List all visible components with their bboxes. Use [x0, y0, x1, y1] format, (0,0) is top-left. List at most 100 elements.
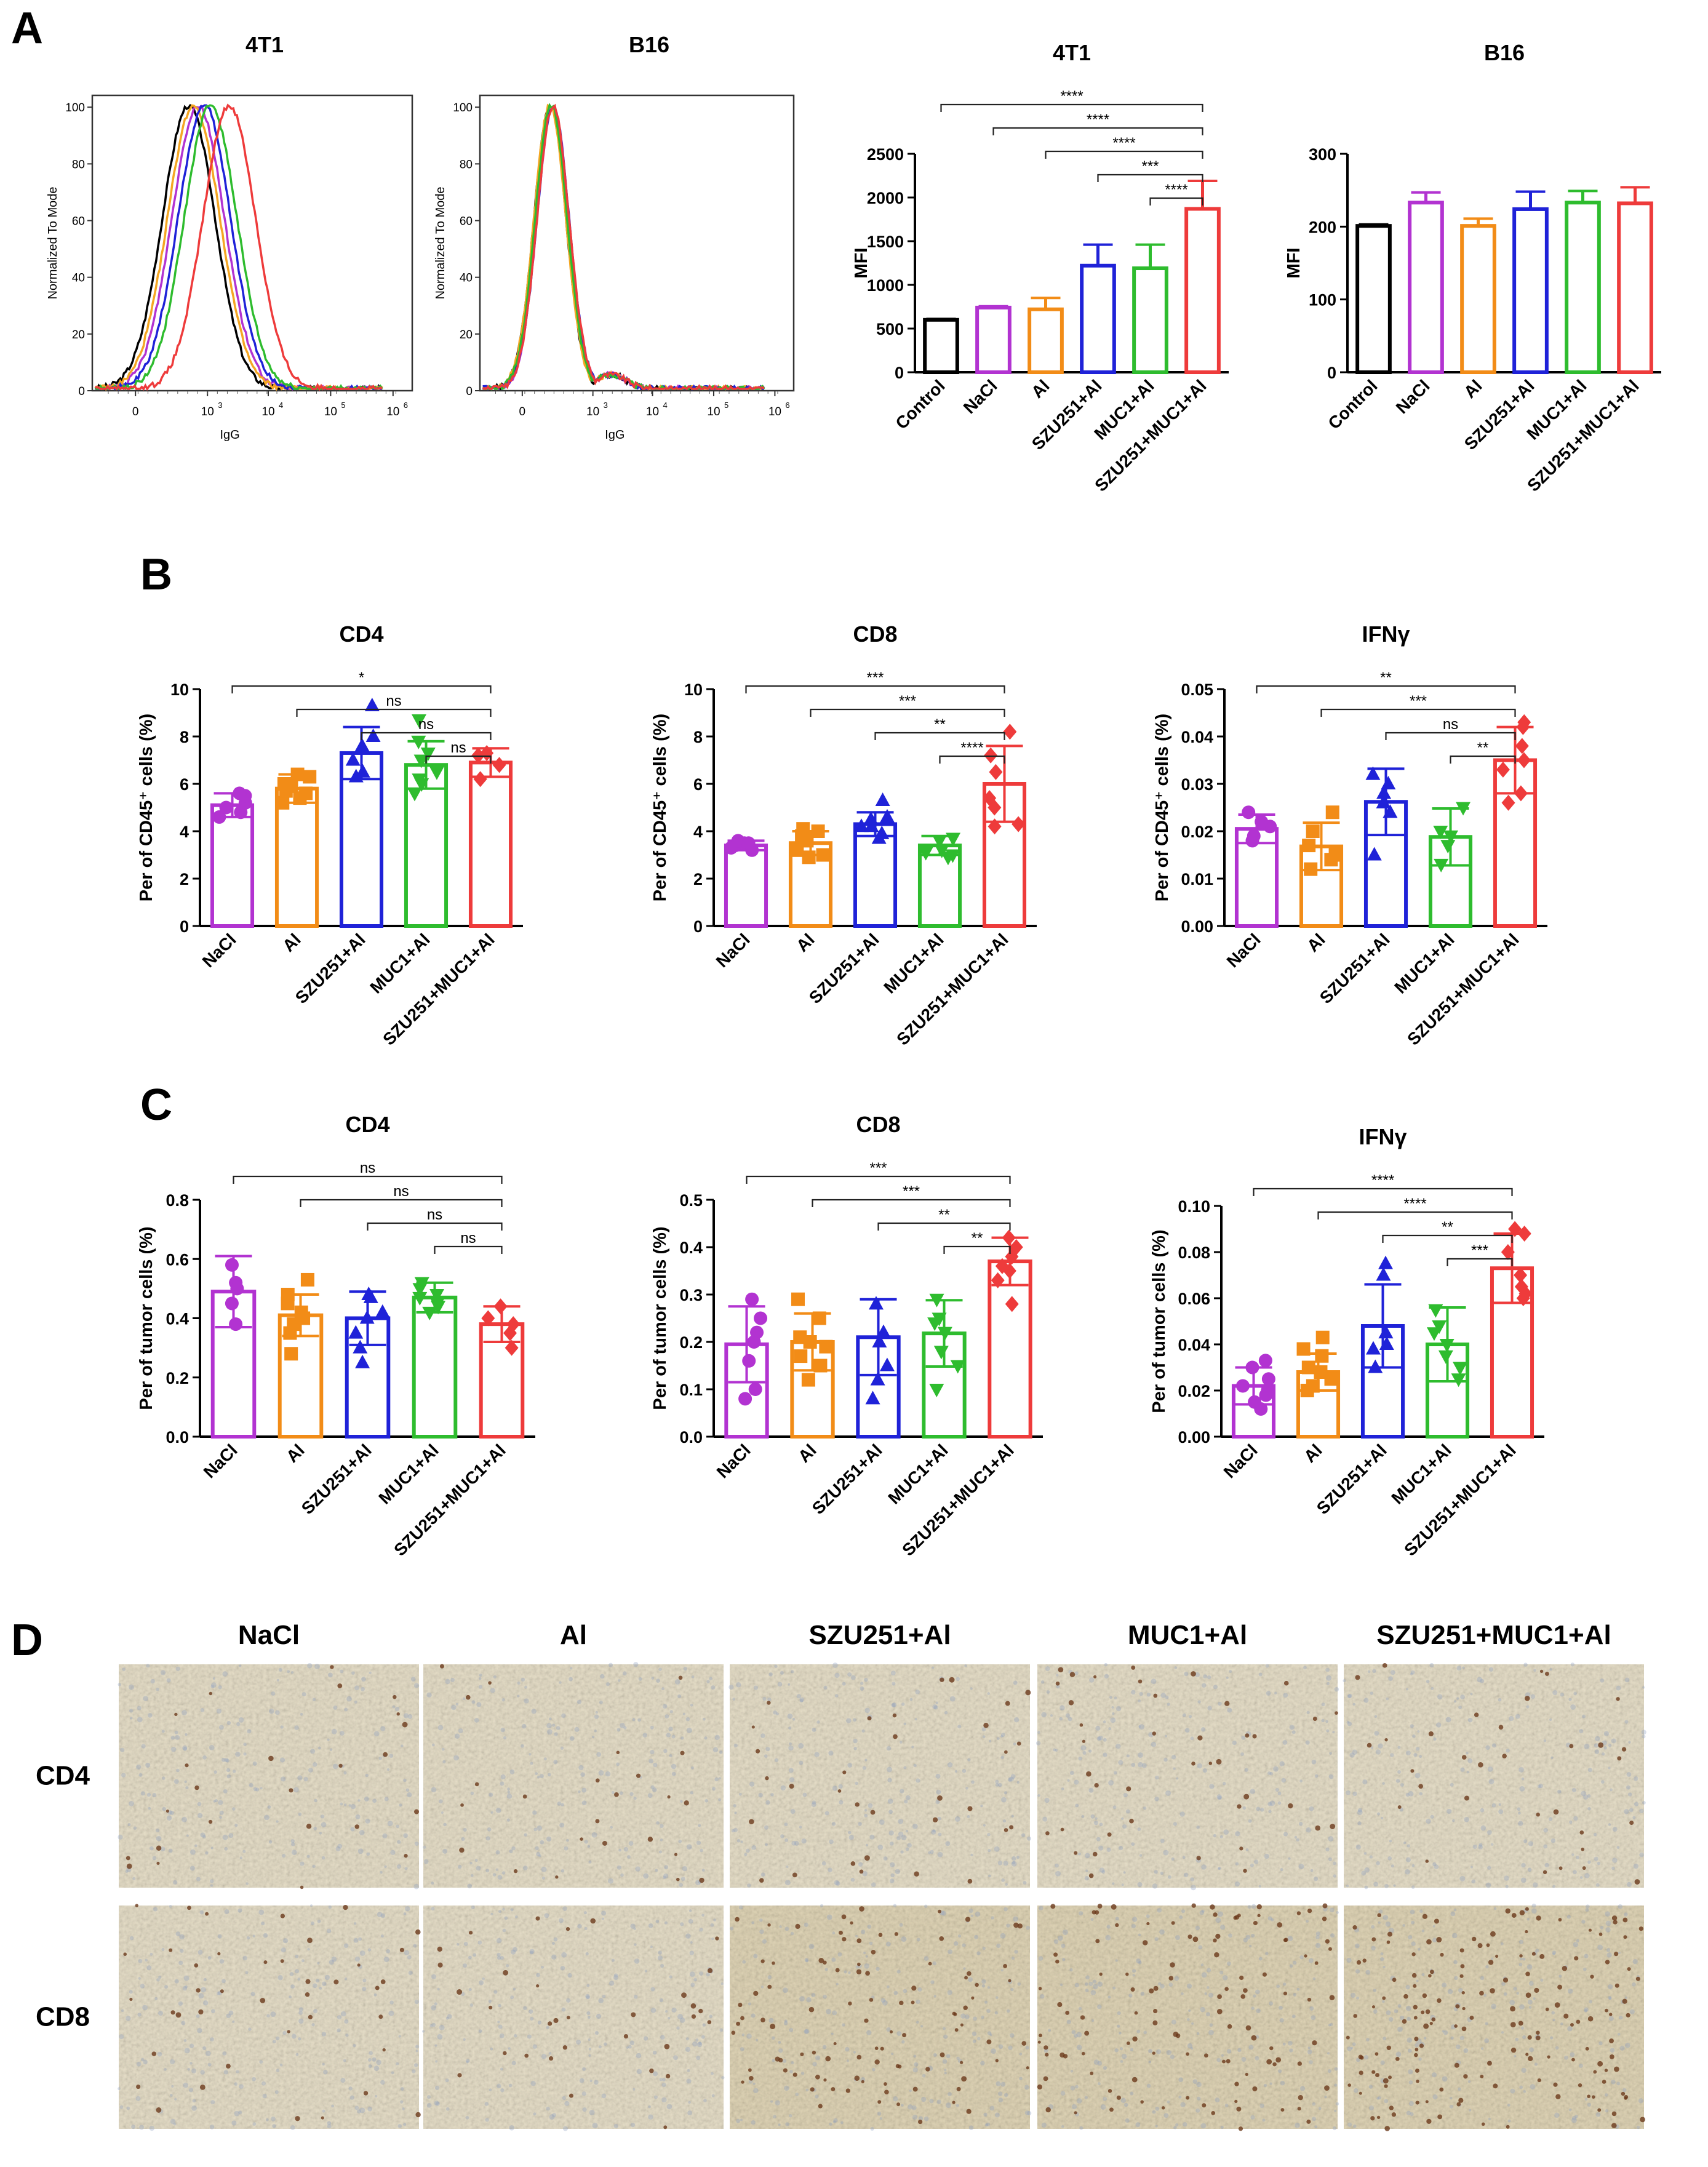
nucleus — [987, 1833, 991, 1837]
nucleus — [355, 1814, 361, 1819]
nucleus — [1223, 1829, 1229, 1835]
nucleus — [118, 2087, 121, 2091]
nucleus — [890, 1862, 895, 1867]
stained-cell — [932, 1817, 938, 1822]
nucleus — [400, 2086, 404, 2091]
nucleus — [1325, 1847, 1330, 1852]
nucleus — [1151, 1741, 1157, 1747]
stained-cell — [1298, 2094, 1303, 2101]
nucleus — [1569, 1820, 1573, 1824]
stained-cell — [1266, 2059, 1272, 2065]
nucleus — [1487, 1830, 1492, 1835]
nucleus — [556, 1726, 561, 1730]
nucleus — [1530, 1694, 1536, 1699]
stained-cell — [1057, 2002, 1063, 2008]
data-point — [1451, 1373, 1466, 1387]
nucleus — [1533, 1669, 1536, 1672]
nucleus — [234, 2110, 240, 2117]
nucleus — [298, 2018, 304, 2024]
nucleus — [1125, 2118, 1130, 2123]
nucleus — [1443, 2030, 1448, 2035]
stained-cell — [174, 1712, 178, 1717]
stained-cell — [1257, 1914, 1261, 1917]
nucleus — [1328, 1857, 1333, 1861]
nucleus — [1408, 1935, 1413, 1940]
stained-cell — [307, 1938, 313, 1944]
nucleus — [1507, 2119, 1511, 2123]
nucleus — [1458, 1706, 1462, 1709]
stained-cell — [912, 2086, 918, 2092]
nucleus — [865, 1955, 868, 1958]
nucleus — [1014, 1950, 1018, 1954]
nucleus — [500, 1955, 504, 1960]
stained-cell — [1629, 1821, 1634, 1826]
nucleus — [831, 1822, 836, 1826]
data-point — [1002, 1229, 1016, 1246]
nucleus — [847, 1672, 852, 1677]
nucleus — [183, 2039, 187, 2042]
stained-cell — [1587, 2094, 1590, 2099]
nucleus — [709, 2014, 713, 2018]
nucleus — [798, 1742, 804, 1749]
nucleus — [1195, 1925, 1200, 1931]
nucleus — [1263, 2083, 1267, 2088]
nucleus — [1371, 1925, 1375, 1929]
stained-cell — [1429, 1969, 1434, 1974]
nucleus — [529, 2009, 533, 2014]
nucleus — [219, 1810, 224, 1815]
nucleus — [344, 2019, 349, 2024]
nucleus — [746, 2033, 752, 2039]
stained-cell — [1009, 1825, 1014, 1830]
nucleus — [214, 1799, 218, 1803]
nucleus — [1128, 1993, 1133, 1998]
nucleus — [413, 1883, 420, 1890]
stained-cell — [220, 1989, 224, 1993]
data-point — [1314, 1365, 1328, 1379]
nucleus — [170, 1746, 177, 1752]
nucleus — [442, 1760, 446, 1763]
nucleus — [1491, 2003, 1497, 2009]
nucleus — [569, 1736, 575, 1741]
nucleus — [1229, 1670, 1232, 1673]
nucleus — [249, 1782, 253, 1787]
stained-cell — [185, 1763, 189, 1768]
bar-control — [1355, 224, 1392, 374]
stained-cell — [1383, 2078, 1389, 2084]
stained-cell — [1168, 1976, 1174, 1981]
nucleus — [561, 2007, 566, 2012]
nucleus — [967, 1815, 970, 1818]
nucleus — [1130, 2048, 1134, 2052]
nucleus — [1616, 1685, 1621, 1691]
nucleus — [203, 1977, 207, 1982]
nucleus — [450, 1677, 455, 1682]
nucleus — [1549, 1718, 1552, 1722]
nucleus — [792, 1717, 796, 1721]
stained-cell — [1423, 2023, 1429, 2029]
nucleus — [389, 1754, 394, 1758]
significance-bracket — [877, 1222, 1011, 1231]
nucleus — [901, 1936, 907, 1942]
nucleus — [1587, 1768, 1593, 1773]
nucleus — [1269, 1800, 1275, 1806]
nucleus — [1523, 1662, 1528, 1667]
nucleus — [161, 1947, 165, 1951]
nucleus — [190, 2062, 193, 2065]
nucleus — [313, 2009, 318, 2014]
nucleus — [1391, 1864, 1394, 1868]
nucleus — [524, 1685, 528, 1689]
stained-cell — [187, 1906, 191, 1910]
nucleus — [488, 2000, 492, 2003]
nucleus — [1552, 1952, 1555, 1955]
nucleus — [1019, 2053, 1023, 2056]
y-axis-label: MFI — [852, 248, 871, 279]
nucleus — [806, 1997, 812, 2003]
nucleus — [916, 1999, 920, 2005]
nucleus — [1163, 1850, 1169, 1856]
nucleus — [954, 1770, 958, 1773]
stained-cell — [1384, 2084, 1388, 2088]
nucleus — [1122, 1824, 1127, 1829]
nucleus — [1587, 2102, 1592, 2107]
nucleus — [804, 1922, 808, 1927]
nucleus — [733, 1743, 738, 1748]
nucleus — [493, 1990, 498, 1994]
